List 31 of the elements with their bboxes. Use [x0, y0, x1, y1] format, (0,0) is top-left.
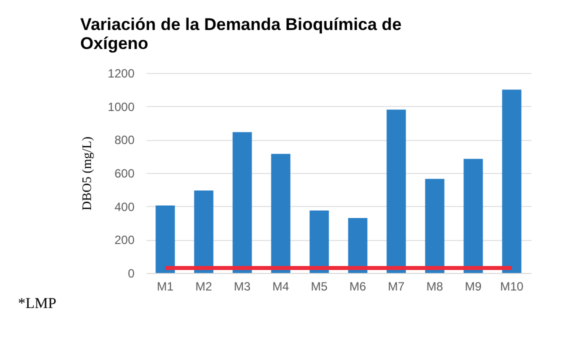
y-tick-label: 600 [114, 166, 135, 180]
x-tick-label: M7 [388, 280, 405, 294]
bar [194, 190, 214, 273]
bar [232, 132, 252, 273]
bar [156, 206, 175, 273]
bar [464, 158, 483, 273]
y-axis-title: DBO5 (mg/L) [78, 136, 94, 211]
x-tick-label: M6 [349, 280, 366, 294]
x-tick-label: M3 [234, 280, 251, 294]
x-tick-label: M4 [272, 280, 290, 294]
y-tick-label: 1000 [108, 100, 135, 114]
text: *LMP [18, 296, 56, 312]
y-tick-label: 1200 [108, 66, 135, 80]
x-tick-label: M9 [464, 280, 482, 294]
x-tick-label: M5 [310, 280, 328, 294]
y-tick-label: 400 [114, 200, 135, 214]
y-tick-label: 0 [128, 266, 135, 280]
x-tick-label: M8 [426, 280, 444, 294]
bar [348, 218, 368, 273]
bar [425, 178, 444, 273]
bar [310, 210, 329, 273]
bar [271, 154, 290, 273]
x-tick-label: M10 [500, 280, 524, 294]
y-tick-label: 800 [114, 133, 135, 148]
text: Oxígeno [80, 34, 148, 53]
x-tick-label: M2 [195, 280, 212, 294]
text: Variación de la Demanda Bioquímica de [80, 15, 402, 34]
bar [502, 90, 522, 273]
y-tick-label: 200 [114, 233, 135, 248]
x-tick-label: M1 [156, 280, 174, 294]
bar [386, 110, 406, 273]
